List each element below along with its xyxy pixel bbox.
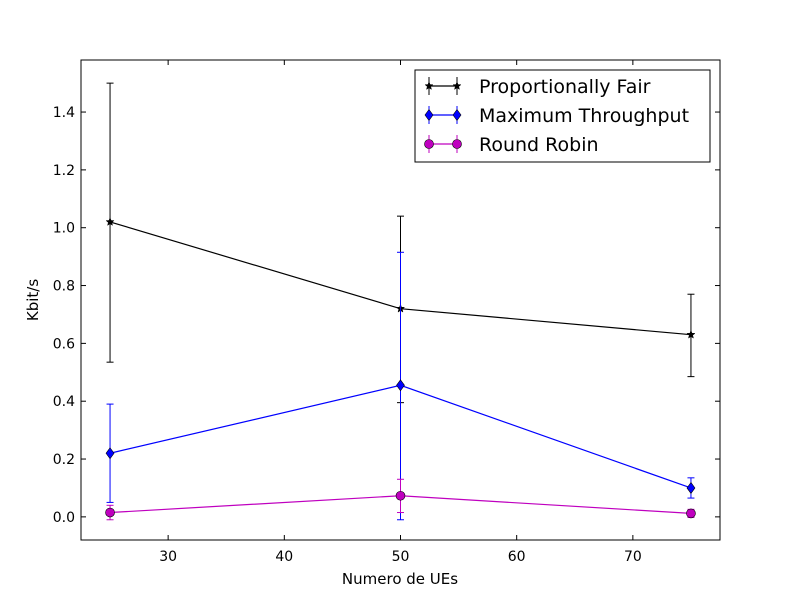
x-tick-label: 40 [275,549,293,565]
x-tick-label: 70 [624,549,642,565]
diamond-marker [686,481,696,494]
series-layer [105,82,696,521]
legend: Proportionally Fair Maximum Throughput Rou… [414,69,711,163]
star-marker [452,81,462,90]
y-axis-label: Kbit/s [24,279,42,321]
star-marker [424,81,434,90]
axis-ticks: 30 40 50 60 70 0.0 0.2 0.4 0.6 0.8 1.0 1.2 1.4 [53,60,720,565]
circle-marker [395,490,406,501]
legend-item: Proportionally Fair [424,76,651,98]
diamond-marker [396,379,405,392]
legend-label: Proportionally Fair [479,76,651,98]
legend-item: Round Robin [424,134,599,156]
y-tick-label: 1.0 [53,221,75,237]
x-tick-label: 50 [392,549,410,565]
diamond-marker [452,108,462,122]
y-tick-label: 0.6 [53,336,75,352]
y-tick-label: 0.0 [53,510,75,526]
legend-label: Maximum Throughput [479,105,689,127]
x-tick-label: 60 [508,549,526,565]
diamond-marker [105,447,115,460]
diamond-marker [424,108,434,122]
legend-box [414,69,711,163]
y-tick-label: 0.2 [53,452,75,468]
x-axis-label: Numero de UEs [342,570,458,588]
series [105,478,696,521]
circle-marker [452,139,462,149]
circle-marker [105,507,115,518]
y-tick-label: 1.2 [53,163,75,179]
y-tick-label: 1.4 [53,105,75,121]
star-marker [105,217,115,226]
circle-marker [424,139,434,149]
legend-label: Round Robin [479,134,599,156]
series [105,251,696,521]
x-tick-label: 30 [159,549,177,565]
legend-item: Maximum Throughput [424,105,689,127]
y-tick-label: 0.8 [53,279,75,295]
y-tick-label: 0.4 [53,394,75,410]
circle-marker [686,508,696,519]
star-marker [686,329,696,339]
